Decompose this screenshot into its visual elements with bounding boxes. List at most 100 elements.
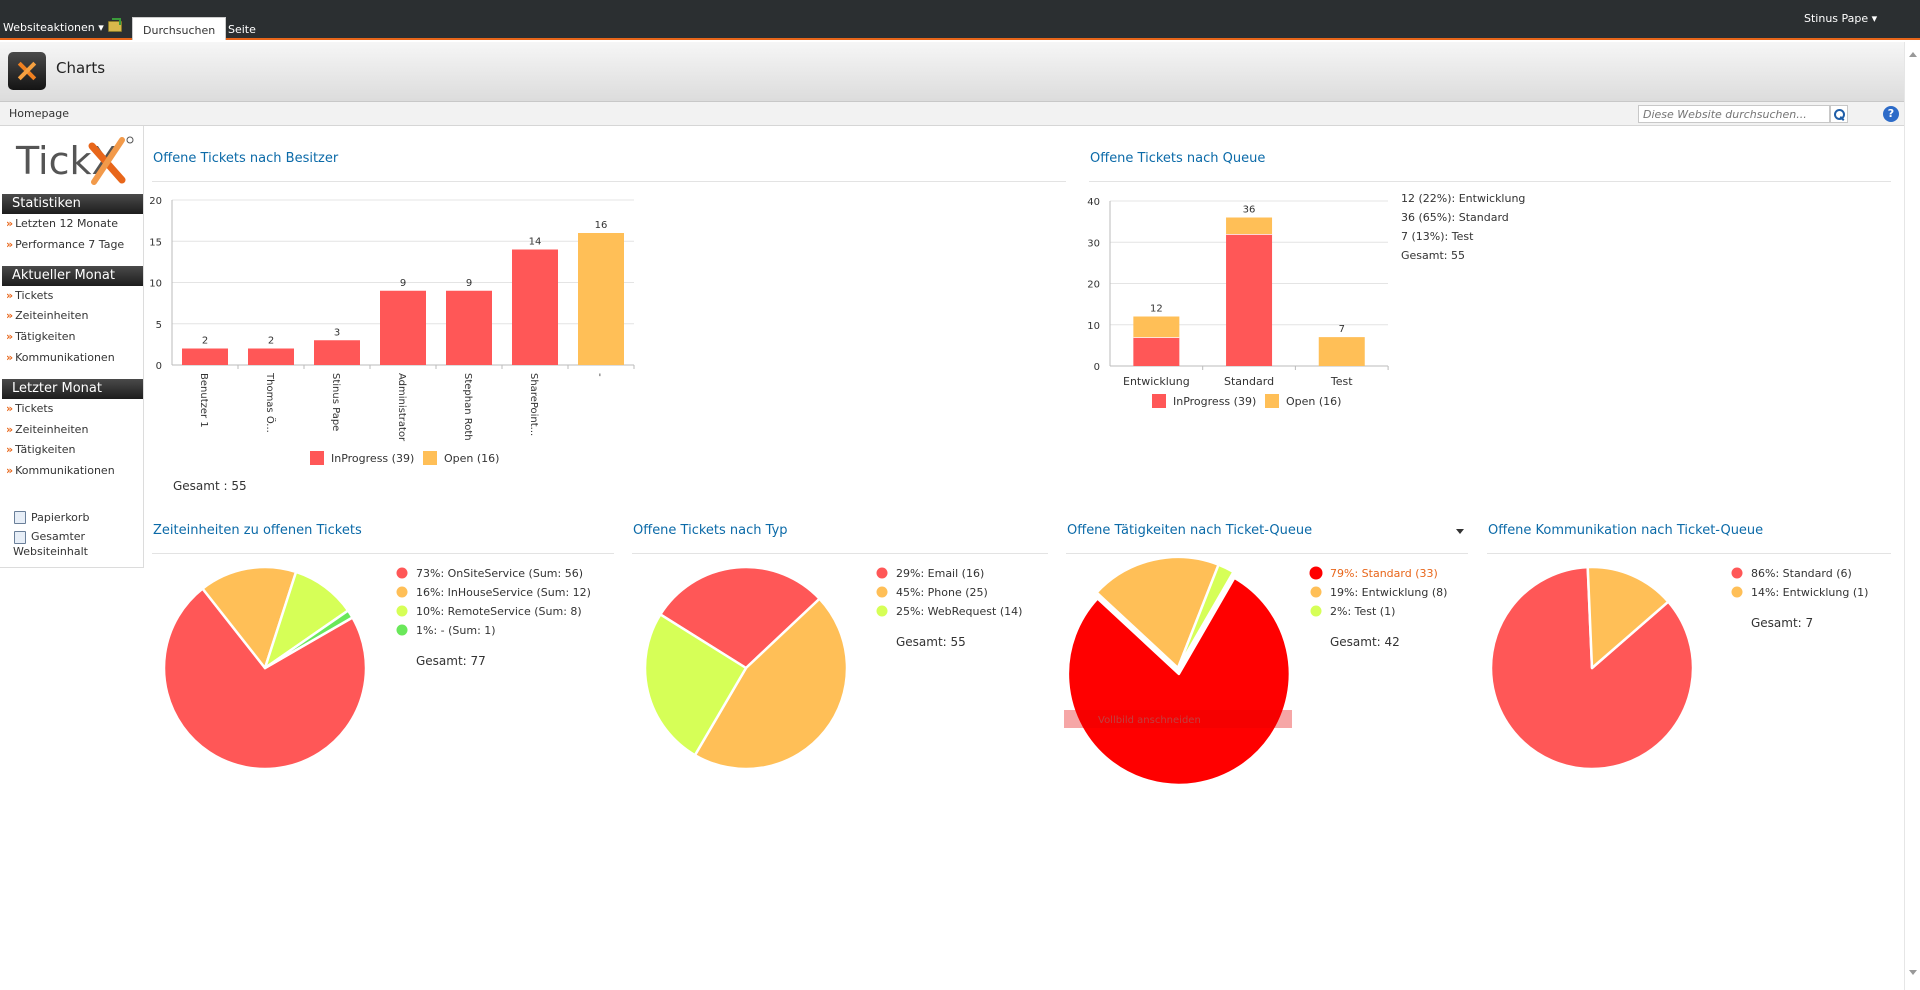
legend-label: InProgress (39) xyxy=(1173,395,1256,408)
pie-slice[interactable] xyxy=(1586,565,1670,670)
scroll-up-icon[interactable] xyxy=(1909,52,1917,57)
all-content-link-line2[interactable]: Websiteinhalt xyxy=(13,545,88,558)
webpart-menu-chevron-down-icon[interactable] xyxy=(1456,529,1464,534)
scroll-down-icon[interactable] xyxy=(1909,970,1917,975)
bar-value-label: 9 xyxy=(466,278,472,289)
legend-label[interactable]: 79%: Standard (33) xyxy=(1330,567,1438,580)
legend-label[interactable]: 16%: InHouseService (Sum: 12) xyxy=(416,586,591,599)
tooltip-overlay-text: Vollbild anschneiden xyxy=(1098,715,1201,726)
bar-chart-tickets-by-queue: 0 10 20 30 40 12 Entwicklung 36 Standard 7 Test InP… xyxy=(1087,197,1389,408)
y-tick-label: 0 xyxy=(1094,362,1100,373)
legend-label[interactable]: 1%: - (Sum: 1) xyxy=(416,624,496,637)
search-input[interactable] xyxy=(1638,105,1830,123)
x-tick-label: Stinus Pape xyxy=(330,373,341,431)
legend-dot xyxy=(1310,586,1322,598)
pie-slice[interactable] xyxy=(643,613,748,757)
queue-summary-list: 12 (22%): Entwicklung 36 (65%): Standard… xyxy=(1401,189,1525,265)
all-content-link[interactable]: Gesamter xyxy=(31,530,86,543)
pie-slice[interactable] xyxy=(693,597,849,771)
nav-link-zeiteinheiten[interactable]: Zeiteinheiten xyxy=(6,309,88,322)
pie-slice[interactable] xyxy=(659,565,821,670)
nav-link-tickets[interactable]: Tickets xyxy=(6,289,53,302)
bar-chart-tickets-by-owner: 0 5 10 15 20 2 Benutzer 1 2 Thomas Ö... 3 Stinus P… xyxy=(149,196,635,493)
webpart-divider xyxy=(1089,181,1891,182)
pie-slice[interactable] xyxy=(1176,563,1235,670)
nav-link-kommunikationen[interactable]: Kommunikationen xyxy=(6,351,115,364)
legend-dot xyxy=(396,567,408,579)
nav-link-taetigkeiten[interactable]: Tätigkeiten xyxy=(6,330,75,343)
legend-label: InProgress (39) xyxy=(331,452,414,465)
breadcrumb-homepage[interactable]: Homepage xyxy=(9,107,69,120)
pie-chart-communication-by-queue: 86%: Standard (6) 14%: Entwicklung (1) Ges… xyxy=(1489,565,1868,771)
webpart-title-communication-by-queue[interactable]: Offene Kommunikation nach Ticket-Queue xyxy=(1488,523,1764,538)
help-icon[interactable]: ? xyxy=(1883,106,1899,122)
bar-open[interactable] xyxy=(578,233,624,365)
webpart-title-tickets-by-queue[interactable]: Offene Tickets nach Queue xyxy=(1090,151,1266,166)
bar-open[interactable] xyxy=(1133,316,1180,338)
nav-link-kommunikationen[interactable]: Kommunikationen xyxy=(6,464,115,477)
legend-label[interactable]: 29%: Email (16) xyxy=(896,567,984,580)
nav-header-statistiken[interactable]: Statistiken xyxy=(2,194,143,214)
tab-browse[interactable]: Durchsuchen xyxy=(132,17,227,40)
nav-link-performance-7-tage[interactable]: Performance 7 Tage xyxy=(6,238,124,251)
bar-inprogress[interactable] xyxy=(1226,234,1273,366)
legend-label[interactable]: 2%: Test (1) xyxy=(1330,605,1395,618)
site-actions-menu[interactable]: Websiteaktionen ▾ xyxy=(3,21,104,34)
pie-slice[interactable] xyxy=(1066,576,1292,787)
pie-chart-tickets-by-type: 29%: Email (16) 45%: Phone (25) 25%: WebRe… xyxy=(643,565,1022,771)
y-tick-label: 30 xyxy=(1087,238,1100,249)
vertical-scrollbar[interactable] xyxy=(1904,42,1920,990)
legend-dot xyxy=(876,586,888,598)
bar-inprogress[interactable] xyxy=(248,348,294,366)
total-label: Gesamt : 55 xyxy=(173,479,247,493)
queue-summary-item: 36 (65%): Standard xyxy=(1401,211,1509,224)
pie-slice[interactable] xyxy=(162,587,368,771)
webpart-divider xyxy=(632,553,1048,554)
bar-inprogress[interactable] xyxy=(182,348,228,366)
bar-open[interactable] xyxy=(1226,217,1273,235)
total-label: Gesamt: 55 xyxy=(896,635,966,649)
nav-link-taetigkeiten[interactable]: Tätigkeiten xyxy=(6,443,75,456)
bar-value-label: 9 xyxy=(400,278,406,289)
bar-inprogress[interactable] xyxy=(380,290,426,365)
nav-link-letzten-12-monate[interactable]: Letzten 12 Monate xyxy=(6,217,118,230)
y-tick-label: 20 xyxy=(1087,280,1100,291)
legend-label[interactable]: 73%: OnSiteService (Sum: 56) xyxy=(416,567,583,580)
bar-inprogress[interactable] xyxy=(446,290,492,365)
y-tick-label: 40 xyxy=(1087,197,1100,208)
pie-slice[interactable] xyxy=(263,609,354,670)
legend-label[interactable]: 25%: WebRequest (14) xyxy=(896,605,1022,618)
bar-value-label: 14 xyxy=(529,237,542,248)
user-menu[interactable]: Stinus Pape ▾ xyxy=(1804,12,1878,25)
webpart-title-tickets-by-type[interactable]: Offene Tickets nach Typ xyxy=(633,523,788,538)
bar-inprogress[interactable] xyxy=(1133,337,1180,366)
bar-inprogress[interactable] xyxy=(314,340,360,365)
bar-value-label: 3 xyxy=(334,327,340,338)
legend-label: Open (16) xyxy=(444,452,499,465)
nav-header-letzter-monat[interactable]: Letzter Monat xyxy=(2,379,143,399)
bar-open[interactable] xyxy=(1318,337,1365,366)
search-icon[interactable] xyxy=(1830,105,1848,123)
nav-link-zeiteinheiten[interactable]: Zeiteinheiten xyxy=(6,423,88,436)
legend-label[interactable]: 86%: Standard (6) xyxy=(1751,567,1852,580)
ribbon-bar: Websiteaktionen ▾ Durchsuchen Seite Stin… xyxy=(0,0,1920,40)
recycle-bin-icon xyxy=(14,511,26,524)
legend-label[interactable]: 19%: Entwicklung (8) xyxy=(1330,586,1447,599)
bar-inprogress[interactable] xyxy=(512,249,558,366)
legend-label[interactable]: 45%: Phone (25) xyxy=(896,586,988,599)
recycle-bin-link[interactable]: Papierkorb xyxy=(31,511,90,524)
legend-label[interactable]: 14%: Entwicklung (1) xyxy=(1751,586,1868,599)
webpart-title-activities-by-queue[interactable]: Offene Tätigkeiten nach Ticket-Queue xyxy=(1067,523,1313,538)
navigate-up-icon[interactable] xyxy=(108,18,122,32)
nav-header-aktueller-monat[interactable]: Aktueller Monat xyxy=(2,266,143,286)
webpart-title-tickets-by-owner[interactable]: Offene Tickets nach Besitzer xyxy=(153,151,339,166)
tickx-logo[interactable]: TickX xyxy=(14,132,134,188)
webpart-title-time-units[interactable]: Zeiteinheiten zu offenen Tickets xyxy=(153,523,362,538)
site-logo-icon[interactable] xyxy=(8,52,46,90)
tab-page[interactable]: Seite xyxy=(228,23,256,36)
queue-summary-total: Gesamt: 55 xyxy=(1401,249,1465,262)
legend-label[interactable]: 10%: RemoteService (Sum: 8) xyxy=(416,605,582,618)
nav-link-tickets[interactable]: Tickets xyxy=(6,402,53,415)
legend-dot xyxy=(396,605,408,617)
x-tick-label: Stephan Roth xyxy=(462,373,473,441)
